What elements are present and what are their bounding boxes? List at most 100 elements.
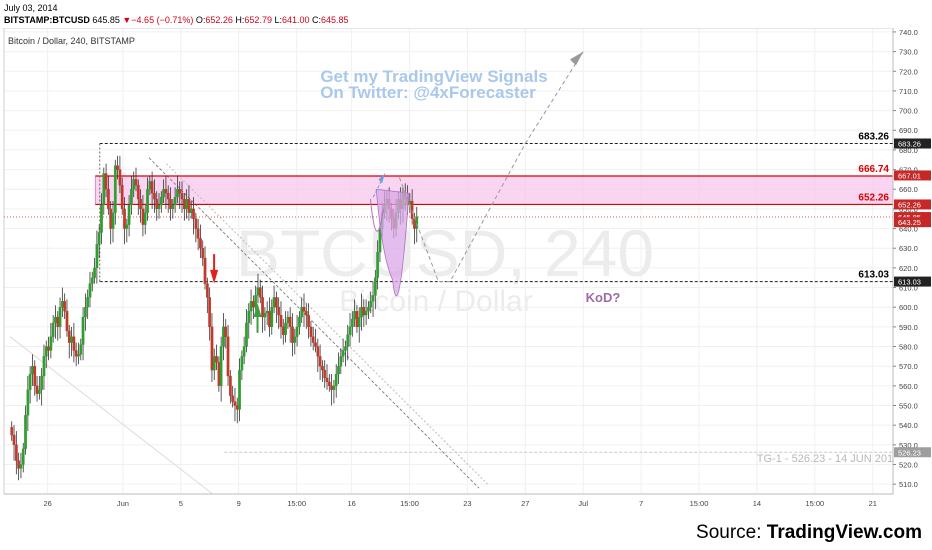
trendline-lower-left[interactable] bbox=[9, 336, 213, 495]
candle-body[interactable] bbox=[224, 326, 228, 337]
trendline-descending-inner[interactable] bbox=[165, 163, 489, 485]
candle-body[interactable] bbox=[272, 297, 276, 308]
candle-body[interactable] bbox=[245, 322, 248, 347]
candle-body[interactable] bbox=[212, 356, 216, 371]
candle-body[interactable] bbox=[166, 193, 170, 200]
candle-body[interactable] bbox=[116, 165, 119, 170]
candle-body[interactable] bbox=[107, 189, 110, 210]
candle-body[interactable] bbox=[33, 366, 37, 387]
candle-body[interactable] bbox=[26, 389, 30, 416]
candle-body[interactable] bbox=[42, 356, 46, 377]
candle-body[interactable] bbox=[318, 356, 322, 367]
candle-body[interactable] bbox=[229, 375, 232, 396]
candle-body[interactable] bbox=[327, 381, 331, 387]
candle-body[interactable] bbox=[298, 316, 301, 328]
candle-body[interactable] bbox=[74, 350, 78, 357]
price-tag[interactable] bbox=[894, 276, 931, 287]
candle-body[interactable] bbox=[355, 310, 359, 328]
candle-body[interactable] bbox=[410, 200, 414, 219]
candle-body[interactable] bbox=[109, 208, 113, 229]
candle-body[interactable] bbox=[217, 362, 221, 387]
candle-body[interactable] bbox=[226, 336, 230, 377]
candle-body[interactable] bbox=[90, 277, 94, 284]
candle-body[interactable] bbox=[293, 336, 297, 343]
candle-body[interactable] bbox=[67, 330, 71, 343]
candle-body[interactable] bbox=[309, 326, 313, 337]
candle-body[interactable] bbox=[205, 283, 209, 298]
candle-body[interactable] bbox=[111, 212, 115, 229]
candle-body[interactable] bbox=[279, 314, 283, 328]
candle-body[interactable] bbox=[231, 395, 235, 402]
candle-body[interactable] bbox=[194, 218, 198, 229]
kod-shape[interactable] bbox=[375, 188, 410, 297]
candle-body[interactable] bbox=[242, 346, 246, 357]
candle-body[interactable] bbox=[350, 318, 354, 328]
candle-body[interactable] bbox=[10, 426, 14, 436]
candle-body[interactable] bbox=[97, 232, 101, 245]
candle-body[interactable] bbox=[314, 342, 317, 347]
time-axis[interactable]: 26 Jun 5 9 15:00 16 15:00 23 27 Jul 7 15:00 14 15:00 2… bbox=[4, 493, 893, 508]
candle-body[interactable] bbox=[362, 307, 366, 316]
candle-body[interactable] bbox=[288, 316, 292, 328]
candle-body[interactable] bbox=[277, 307, 281, 316]
candle-body[interactable] bbox=[321, 366, 324, 371]
candle-body[interactable] bbox=[102, 173, 106, 206]
candle-body[interactable] bbox=[173, 196, 177, 206]
candle-body[interactable] bbox=[79, 344, 83, 355]
candle-body[interactable] bbox=[164, 189, 168, 194]
candle-body[interactable] bbox=[31, 366, 34, 375]
candle-body[interactable] bbox=[134, 179, 138, 186]
candle-body[interactable] bbox=[58, 307, 62, 328]
candle-body[interactable] bbox=[84, 307, 87, 318]
candle-body[interactable] bbox=[185, 198, 188, 210]
candle-body[interactable] bbox=[171, 204, 175, 210]
candle-body[interactable] bbox=[17, 460, 20, 469]
candle-body[interactable] bbox=[88, 283, 92, 298]
candle-body[interactable] bbox=[146, 189, 149, 213]
candle-body[interactable] bbox=[304, 310, 308, 316]
drawings[interactable] bbox=[210, 51, 584, 333]
candle-body[interactable] bbox=[141, 208, 145, 225]
candle-body[interactable] bbox=[19, 464, 23, 469]
candle-body[interactable] bbox=[155, 198, 159, 210]
candle-body[interactable] bbox=[337, 366, 340, 375]
horizontal-levels[interactable]: 683.26 666.74 652.26 613.03 bbox=[4, 131, 893, 453]
price-chart[interactable]: BTCUSD, 240 Bitcoin / Dollar 683.26666.7… bbox=[0, 28, 932, 514]
candle-body[interactable] bbox=[235, 405, 239, 410]
candle-body[interactable] bbox=[162, 189, 165, 198]
candle-body[interactable] bbox=[265, 310, 269, 314]
candle-body[interactable] bbox=[21, 448, 25, 465]
candle-body[interactable] bbox=[130, 189, 133, 206]
candle-body[interactable] bbox=[196, 228, 200, 239]
candle-body[interactable] bbox=[47, 346, 50, 351]
candle-body[interactable] bbox=[311, 336, 315, 343]
candle-body[interactable] bbox=[353, 310, 356, 320]
candle-body[interactable] bbox=[77, 354, 80, 357]
candle-body[interactable] bbox=[14, 444, 18, 461]
resistance-zone[interactable] bbox=[94, 175, 894, 205]
candle-body[interactable] bbox=[240, 356, 244, 371]
candle-body[interactable] bbox=[360, 307, 363, 318]
candle-body[interactable] bbox=[291, 326, 294, 343]
candle-body[interactable] bbox=[51, 322, 55, 337]
candle-body[interactable] bbox=[376, 252, 379, 278]
candle-body[interactable] bbox=[208, 297, 211, 328]
candle-body[interactable] bbox=[150, 181, 154, 194]
candle-body[interactable] bbox=[348, 326, 352, 335]
candle-body[interactable] bbox=[233, 401, 237, 406]
candle-body[interactable] bbox=[339, 356, 343, 367]
candle-body[interactable] bbox=[302, 307, 306, 312]
candle-body[interactable] bbox=[378, 228, 382, 253]
candle-body[interactable] bbox=[284, 322, 287, 335]
candle-body[interactable] bbox=[238, 369, 241, 410]
candle-body[interactable] bbox=[261, 297, 264, 318]
candle-body[interactable] bbox=[44, 346, 48, 357]
candle-body[interactable] bbox=[118, 169, 122, 186]
candle-body[interactable] bbox=[249, 301, 253, 312]
candle-body[interactable] bbox=[247, 310, 251, 324]
candle-body[interactable] bbox=[49, 336, 53, 351]
candle-body[interactable] bbox=[256, 287, 260, 296]
candle-body[interactable] bbox=[307, 314, 310, 328]
kod-small-curve[interactable] bbox=[369, 199, 384, 232]
candle-body[interactable] bbox=[28, 373, 32, 390]
